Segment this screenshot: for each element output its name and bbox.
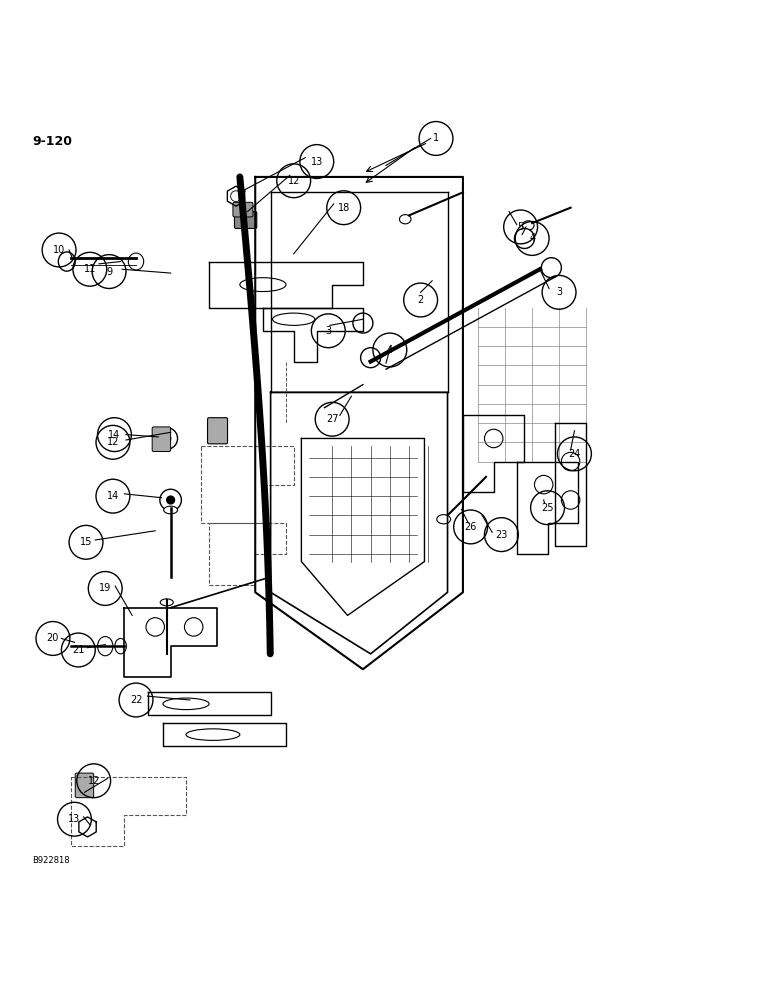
Text: 21: 21: [72, 645, 84, 655]
Text: 24: 24: [568, 449, 581, 459]
Text: 20: 20: [47, 633, 59, 643]
Ellipse shape: [161, 599, 173, 606]
Text: 4: 4: [529, 233, 535, 243]
Ellipse shape: [399, 215, 411, 224]
Text: 14: 14: [107, 491, 119, 501]
Text: 1: 1: [433, 133, 439, 143]
Text: 25: 25: [541, 503, 554, 513]
FancyBboxPatch shape: [235, 212, 257, 228]
FancyBboxPatch shape: [152, 427, 171, 452]
Text: 12: 12: [107, 437, 119, 447]
Circle shape: [361, 348, 381, 368]
Text: 26: 26: [465, 522, 477, 532]
Text: 2: 2: [418, 295, 424, 305]
Ellipse shape: [115, 638, 127, 654]
Circle shape: [514, 228, 534, 248]
Text: 13: 13: [310, 157, 323, 167]
Circle shape: [162, 434, 171, 443]
FancyBboxPatch shape: [75, 773, 93, 798]
Text: B922818: B922818: [32, 856, 69, 865]
Circle shape: [231, 191, 242, 202]
Text: 4: 4: [387, 345, 393, 355]
FancyBboxPatch shape: [208, 418, 228, 444]
Ellipse shape: [97, 637, 113, 656]
Text: 18: 18: [337, 203, 350, 213]
FancyBboxPatch shape: [233, 202, 253, 217]
Text: 3: 3: [325, 326, 331, 336]
Text: 22: 22: [130, 695, 142, 705]
Text: 9: 9: [106, 267, 112, 277]
Text: 12: 12: [287, 176, 300, 186]
Text: 10: 10: [53, 245, 65, 255]
Text: 14: 14: [108, 430, 120, 440]
Text: 27: 27: [326, 414, 338, 424]
Text: 9-120: 9-120: [32, 135, 72, 148]
Ellipse shape: [164, 506, 178, 514]
Text: 19: 19: [99, 583, 111, 593]
Circle shape: [156, 428, 178, 449]
Ellipse shape: [437, 515, 451, 524]
Text: 15: 15: [80, 537, 92, 547]
Circle shape: [353, 313, 373, 333]
Circle shape: [541, 258, 561, 278]
Circle shape: [160, 489, 181, 511]
Ellipse shape: [523, 221, 534, 230]
Text: 12: 12: [87, 776, 100, 786]
Text: 23: 23: [495, 530, 507, 540]
Text: 3: 3: [556, 287, 562, 297]
Circle shape: [166, 495, 175, 505]
Text: 11: 11: [83, 264, 96, 274]
Text: 5: 5: [517, 222, 523, 232]
Text: 13: 13: [69, 814, 80, 824]
